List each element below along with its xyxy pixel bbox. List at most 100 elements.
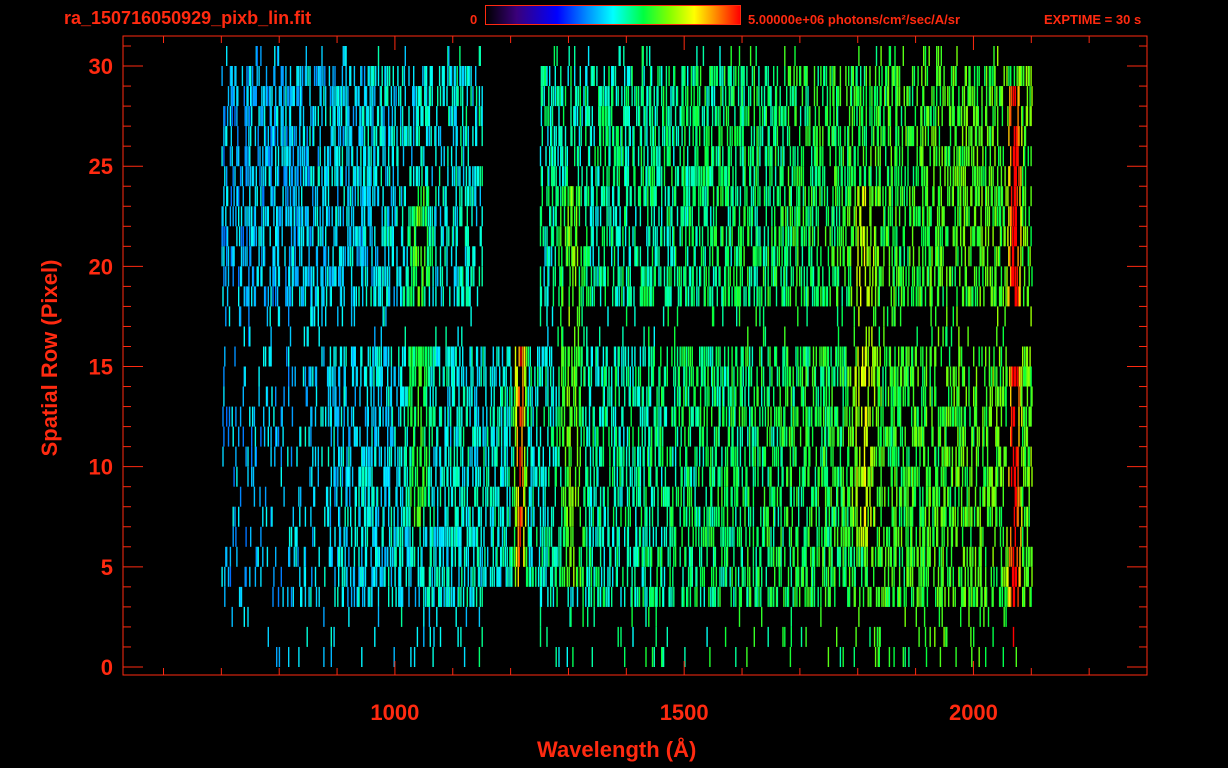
heatmap-cell <box>935 586 937 607</box>
heatmap-cell <box>1013 366 1016 387</box>
heatmap-cell <box>938 486 941 507</box>
heatmap-cell <box>1019 566 1021 587</box>
heatmap-cell <box>640 266 643 287</box>
heatmap-cell <box>418 586 420 607</box>
heatmap-cell <box>685 286 687 307</box>
heatmap-cell <box>238 586 241 607</box>
heatmap-cell <box>506 386 508 407</box>
heatmap-cell <box>617 246 619 267</box>
heatmap-cell <box>834 406 836 427</box>
heatmap-cell <box>637 366 640 387</box>
heatmap-cell <box>242 386 244 407</box>
heatmap-cell <box>362 566 364 587</box>
heatmap-cell <box>806 566 808 587</box>
heatmap-cell <box>312 226 314 247</box>
heatmap-cell <box>555 386 557 407</box>
heatmap-cell <box>512 446 515 467</box>
heatmap-cell <box>500 566 502 587</box>
heatmap-cell <box>401 486 404 507</box>
heatmap-cell <box>837 466 840 487</box>
heatmap-cell <box>719 566 721 587</box>
heatmap-cell <box>571 246 573 267</box>
heatmap-cell <box>525 366 527 387</box>
heatmap-cell <box>310 226 312 247</box>
heatmap-cell <box>513 526 516 547</box>
heatmap-cell <box>562 346 565 367</box>
heatmap-cell <box>679 386 681 407</box>
heatmap-cell <box>789 466 792 487</box>
heatmap-cell <box>338 266 340 287</box>
heatmap-cell <box>983 466 985 487</box>
heatmap-cell <box>1012 246 1015 267</box>
heatmap-cell <box>848 586 850 607</box>
heatmap-cell <box>898 386 900 407</box>
heatmap-cell <box>245 566 247 587</box>
heatmap-cell <box>485 486 487 507</box>
heatmap-cell <box>489 366 492 387</box>
heatmap-cell <box>334 466 336 487</box>
heatmap-cell <box>423 506 425 527</box>
heatmap-cell <box>864 566 867 587</box>
heatmap-cell <box>463 647 466 667</box>
heatmap-cell <box>291 366 294 387</box>
heatmap-cell <box>983 486 985 507</box>
heatmap-cell <box>591 286 593 307</box>
heatmap-cell <box>898 406 901 427</box>
heatmap-cell <box>836 406 838 427</box>
heatmap-cell <box>563 386 566 407</box>
heatmap-cell <box>851 426 854 447</box>
heatmap-cell <box>683 346 685 367</box>
heatmap-cell <box>961 366 964 387</box>
heatmap-cell <box>675 486 678 507</box>
heatmap-cell <box>855 366 857 387</box>
heatmap-cell <box>789 647 792 667</box>
heatmap-cell <box>769 346 771 367</box>
heatmap-cell <box>834 466 836 487</box>
heatmap-cell <box>276 226 278 247</box>
heatmap-cell <box>459 486 461 507</box>
heatmap-cell <box>958 486 960 507</box>
heatmap-cell <box>996 426 998 447</box>
heatmap-cell <box>775 406 778 427</box>
heatmap-cell <box>706 426 708 447</box>
heatmap-cell <box>385 546 387 567</box>
heatmap-cell <box>842 647 844 667</box>
heatmap-cell <box>339 346 342 367</box>
heatmap-cell <box>272 266 274 287</box>
heatmap-cell <box>483 466 485 487</box>
heatmap-cell <box>341 566 344 587</box>
heatmap-cell <box>506 506 508 527</box>
heatmap-cell <box>435 526 437 547</box>
heatmap-cell <box>466 266 468 287</box>
heatmap-cell <box>780 546 782 567</box>
heatmap-cell <box>783 266 785 287</box>
heatmap-cell <box>1026 366 1029 387</box>
heatmap-cell <box>739 446 742 467</box>
heatmap-cell <box>546 306 548 327</box>
heatmap-cell <box>258 366 260 387</box>
heatmap-cell <box>684 546 686 567</box>
heatmap-cell <box>909 466 911 487</box>
heatmap-cell <box>664 466 667 487</box>
heatmap-cell <box>1018 366 1020 387</box>
heatmap-cell <box>554 266 556 287</box>
heatmap-cell <box>565 526 568 547</box>
heatmap-cell <box>612 566 614 587</box>
heatmap-cell <box>894 466 896 487</box>
heatmap-cell <box>572 286 574 307</box>
heatmap-cell <box>750 266 753 287</box>
heatmap-cell <box>534 466 536 487</box>
heatmap-cell <box>575 366 578 387</box>
heatmap-cell <box>371 366 373 387</box>
heatmap-cell <box>655 246 657 267</box>
heatmap-cell <box>634 466 636 487</box>
heatmap-cell <box>592 506 594 527</box>
heatmap-cell <box>843 486 845 507</box>
heatmap-cell <box>658 246 660 267</box>
heatmap-cell <box>1005 586 1007 607</box>
heatmap-cell <box>554 246 556 267</box>
heatmap-cell <box>1014 526 1016 547</box>
heatmap-cell <box>850 546 853 567</box>
heatmap-cell <box>923 606 926 627</box>
heatmap-cell <box>469 586 471 607</box>
